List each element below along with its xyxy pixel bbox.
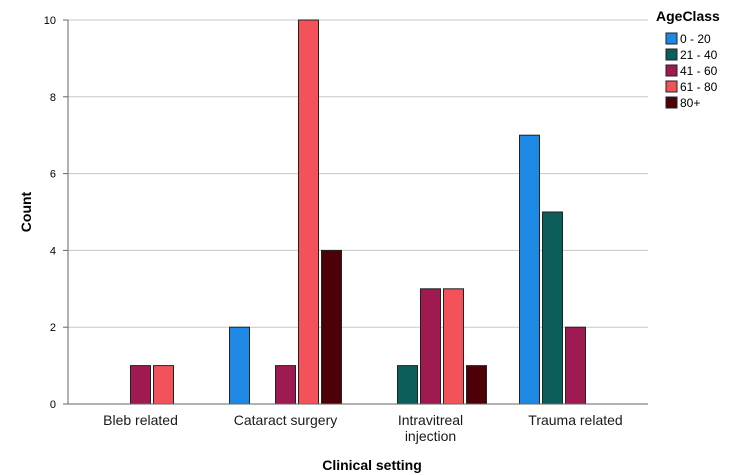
- legend-swatch: [665, 80, 678, 93]
- legend-label: 61 - 80: [680, 80, 718, 94]
- bar: [542, 211, 563, 405]
- x-axis-title: Clinical setting: [322, 457, 422, 473]
- y-tick-label: 2: [50, 322, 56, 334]
- y-tick-label: 0: [50, 399, 56, 411]
- legend: AgeClass 0 - 20 21 - 40 41 - 60 61 - 80 80+: [656, 8, 720, 110]
- bar: [229, 326, 250, 405]
- bar: [153, 365, 174, 405]
- x-axis-categories: Bleb related Cataract surgery Intravitreal…: [103, 412, 623, 444]
- bar: [130, 365, 151, 405]
- y-axis-ticks: 0 2 4 6 8 10: [44, 15, 68, 411]
- y-tick-label: 8: [50, 92, 56, 104]
- bar: [565, 326, 586, 405]
- bar: [397, 365, 418, 405]
- bar: [321, 249, 342, 405]
- y-tick-label: 4: [50, 245, 56, 257]
- legend-swatch: [665, 32, 678, 45]
- bar: [466, 365, 487, 405]
- legend-label: 80+: [680, 96, 700, 110]
- legend-swatch: [665, 96, 678, 109]
- bars: [130, 19, 586, 405]
- legend-title: AgeClass: [656, 8, 720, 24]
- legend-label: 41 - 60: [680, 64, 718, 78]
- legend-label: 0 - 20: [680, 32, 711, 46]
- x-category-label: Intravitreal injection: [398, 412, 463, 444]
- legend-label: 21 - 40: [680, 48, 718, 62]
- bar: [298, 19, 319, 405]
- x-category-label: Cataract surgery: [234, 412, 337, 428]
- bar: [519, 134, 540, 405]
- y-tick-label: 6: [50, 169, 56, 181]
- bar: [275, 365, 296, 405]
- bar: [443, 288, 464, 405]
- axes: [67, 20, 648, 405]
- legend-swatch: [665, 64, 678, 77]
- legend-swatch: [665, 48, 678, 61]
- y-axis-title: Count: [18, 191, 34, 232]
- x-category-label: Trauma related: [528, 412, 622, 428]
- y-tick-label: 10: [44, 15, 56, 27]
- bar: [420, 288, 441, 405]
- x-category-label: Bleb related: [103, 412, 178, 428]
